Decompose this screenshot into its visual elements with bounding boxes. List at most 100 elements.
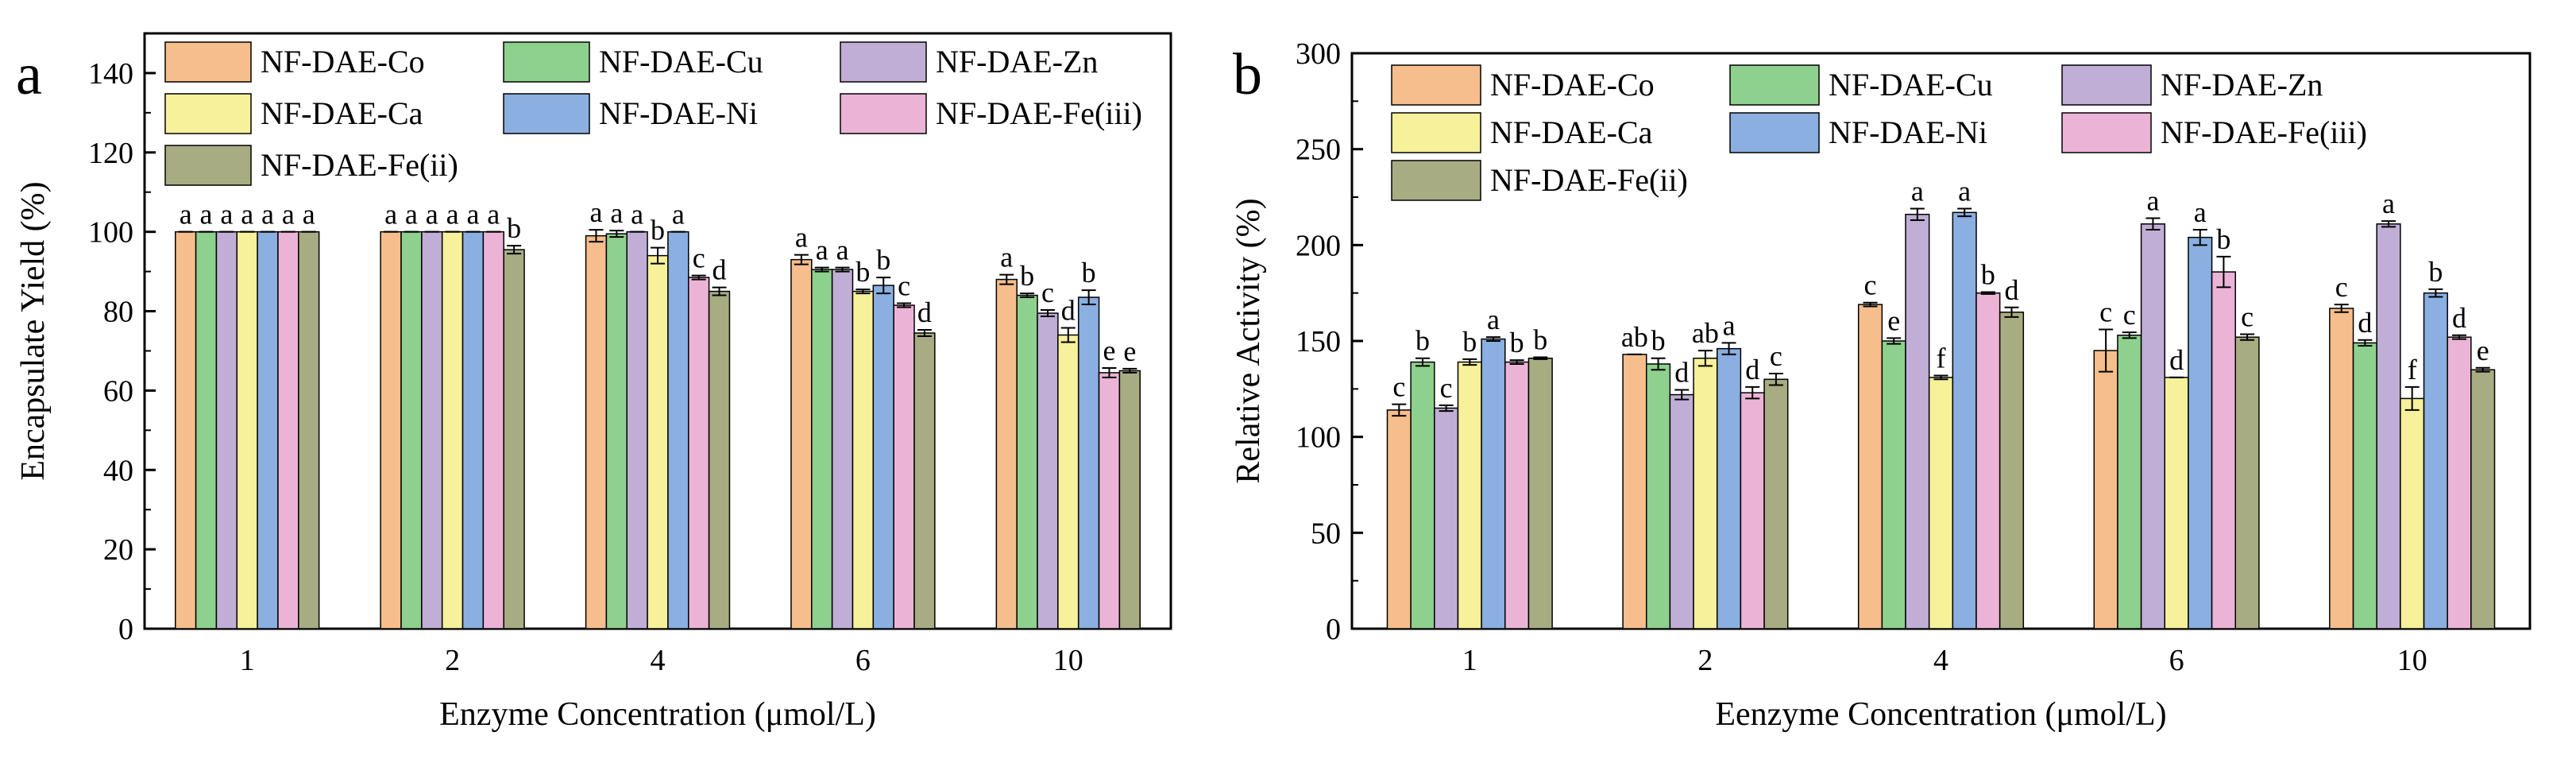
significance-letter: b bbox=[507, 212, 521, 244]
significance-letter: e bbox=[1887, 304, 1900, 336]
bar bbox=[1527, 357, 1553, 629]
legend-label: NF-DAE-Ca bbox=[261, 95, 423, 131]
legend-swatch bbox=[503, 41, 590, 83]
bar bbox=[1646, 363, 1671, 629]
significance-letter: b bbox=[1415, 325, 1430, 357]
x-tick-label: 1 bbox=[1462, 644, 1477, 677]
significance-letter: b bbox=[1510, 327, 1524, 358]
y-tick-label: 150 bbox=[1296, 325, 1341, 358]
significance-letter: d bbox=[1745, 354, 1759, 385]
bar bbox=[257, 230, 279, 629]
bar bbox=[2117, 335, 2142, 629]
bar bbox=[913, 332, 936, 629]
y-tick-label: 100 bbox=[1296, 421, 1341, 455]
legend-swatch bbox=[164, 93, 252, 134]
legend-swatch bbox=[840, 93, 927, 134]
significance-letter: d bbox=[2169, 344, 2184, 376]
legend-swatch bbox=[503, 93, 590, 134]
bar bbox=[298, 230, 320, 629]
significance-letter: ab bbox=[1621, 321, 1648, 353]
x-axis-title: Enzyme Concentration (μmol/L) bbox=[439, 696, 876, 733]
bar bbox=[441, 230, 464, 629]
legend-label: NF-DAE-Fe(ii) bbox=[261, 147, 458, 183]
bar bbox=[215, 230, 238, 629]
bar bbox=[2400, 397, 2425, 629]
legend-label: NF-DAE-Co bbox=[1490, 67, 1655, 103]
bar bbox=[2093, 350, 2118, 629]
bar bbox=[2211, 271, 2237, 629]
legend-label: NF-DAE-Ni bbox=[599, 95, 758, 131]
bar bbox=[852, 290, 875, 629]
panel-label: b bbox=[1233, 42, 1262, 107]
significance-letter: d bbox=[917, 296, 932, 328]
significance-letter: a bbox=[816, 234, 828, 266]
bar bbox=[1763, 378, 1789, 629]
legend-swatch bbox=[2061, 64, 2152, 106]
significance-letter: c bbox=[2335, 271, 2348, 303]
legend-label: NF-DAE-Fe(iii) bbox=[2161, 114, 2367, 150]
legend-swatch bbox=[164, 145, 252, 186]
y-tick-label: 80 bbox=[103, 296, 133, 329]
bar bbox=[1928, 377, 1954, 629]
y-tick-label: 20 bbox=[103, 533, 133, 567]
legend-label: NF-DAE-Zn bbox=[936, 44, 1098, 79]
bar bbox=[667, 230, 689, 629]
legend-label: NF-DAE-Co bbox=[261, 44, 425, 79]
significance-letter: b bbox=[876, 244, 890, 276]
significance-letter: a bbox=[303, 199, 315, 230]
bar bbox=[1952, 211, 1977, 629]
y-tick-label: 60 bbox=[103, 374, 133, 408]
bar bbox=[1740, 392, 1765, 629]
bar bbox=[380, 230, 402, 629]
significance-letter: a bbox=[2146, 185, 2159, 217]
significance-letter: b bbox=[855, 256, 870, 288]
legend-swatch bbox=[1729, 112, 1820, 153]
bar bbox=[1669, 393, 1694, 629]
bar bbox=[2329, 308, 2354, 629]
x-tick-label: 1 bbox=[240, 644, 255, 677]
significance-letter: d bbox=[1061, 295, 1076, 327]
legend-swatch bbox=[1391, 160, 1481, 201]
significance-letter: ab bbox=[1692, 317, 1719, 349]
bar bbox=[811, 269, 833, 629]
significance-letter: d bbox=[2004, 274, 2018, 306]
y-tick-label: 300 bbox=[1296, 37, 1341, 71]
significance-letter: b bbox=[1533, 324, 1547, 356]
significance-letter: a bbox=[795, 222, 808, 254]
legend-label: NF-DAE-Fe(ii) bbox=[1490, 162, 1688, 198]
bar bbox=[195, 230, 218, 629]
panel-label: a bbox=[16, 42, 42, 107]
x-tick-label: 2 bbox=[1697, 644, 1713, 677]
bar bbox=[1999, 312, 2025, 629]
significance-letter: c bbox=[2099, 296, 2112, 328]
significance-letter: c bbox=[2241, 301, 2254, 333]
legend-swatch bbox=[840, 41, 927, 83]
x-tick-label: 2 bbox=[445, 644, 460, 677]
legend-swatch bbox=[1729, 64, 1820, 106]
significance-letter: a bbox=[466, 199, 479, 230]
bar bbox=[1693, 357, 1718, 629]
significance-letter: a bbox=[241, 199, 253, 230]
y-tick-label: 100 bbox=[88, 216, 133, 250]
bar bbox=[872, 285, 894, 629]
significance-letter: a bbox=[2382, 188, 2395, 219]
y-axis-title: Relative Activity (%) bbox=[1230, 198, 1267, 483]
bar bbox=[2188, 236, 2213, 629]
bar bbox=[2376, 223, 2401, 629]
y-tick-label: 0 bbox=[118, 613, 133, 646]
legend-label: NF-DAE-Zn bbox=[2161, 67, 2323, 103]
significance-letter: a bbox=[384, 199, 397, 230]
y-tick-label: 140 bbox=[88, 57, 133, 91]
y-tick-label: 40 bbox=[103, 454, 133, 487]
bar bbox=[1881, 340, 1906, 629]
bar bbox=[1410, 361, 1435, 629]
legend-swatch bbox=[164, 41, 252, 83]
significance-letter: d bbox=[713, 254, 727, 286]
legend-swatch bbox=[1391, 64, 1481, 106]
legend-label: NF-DAE-Fe(iii) bbox=[936, 95, 1142, 131]
significance-letter: c bbox=[898, 270, 910, 302]
bar bbox=[277, 230, 299, 629]
legend-label: NF-DAE-Cu bbox=[599, 44, 763, 79]
